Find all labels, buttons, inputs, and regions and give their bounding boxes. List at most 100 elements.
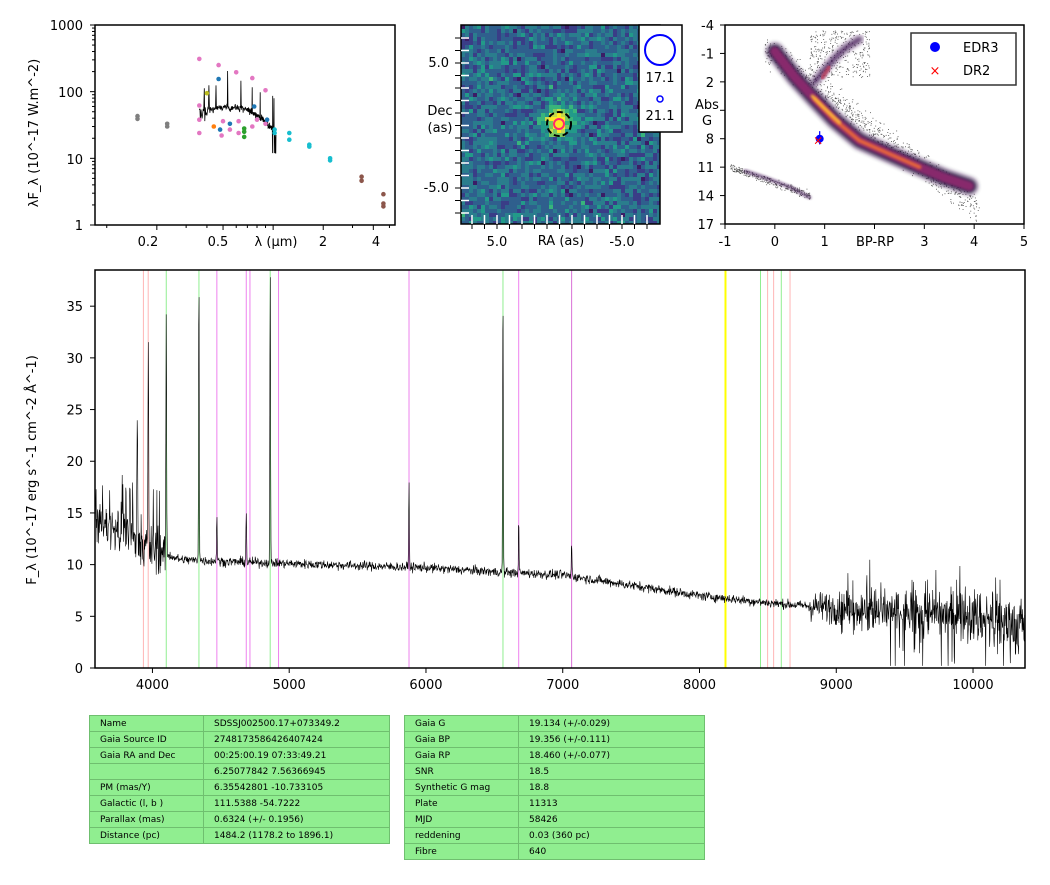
image-pixel (649, 169, 653, 173)
image-pixel (521, 157, 525, 161)
image-pixel (625, 137, 629, 141)
image-pixel (585, 49, 589, 53)
image-pixel (601, 53, 605, 57)
image-pixel (609, 85, 613, 89)
hrd-background-star (843, 105, 844, 107)
image-pixel (485, 29, 489, 33)
image-pixel (521, 161, 525, 165)
image-pixel (565, 201, 569, 205)
hrd-background-star (837, 38, 839, 40)
image-pixel (513, 161, 517, 165)
image-pixel (629, 137, 633, 141)
image-pixel (541, 173, 545, 177)
image-pixel (561, 145, 565, 149)
hrd-background-star (789, 56, 791, 58)
image-pixel (653, 157, 657, 161)
image-pixel (517, 117, 521, 121)
hrd-background-star (826, 52, 828, 54)
hrd-background-star (739, 169, 740, 171)
hrd-background-star (806, 188, 808, 190)
hrd-background-star (838, 94, 840, 95)
hrd-background-star (760, 178, 762, 180)
image-pixel (613, 105, 617, 109)
image-pixel (589, 57, 593, 61)
image-pixel (529, 41, 533, 45)
image-pixel (549, 149, 553, 153)
hrd-background-star (810, 68, 812, 70)
image-pixel (505, 33, 509, 37)
image-pixel (625, 121, 629, 125)
hrd-background-star (863, 120, 865, 122)
image-pixel (501, 117, 505, 121)
image-pixel (585, 217, 589, 221)
image-pixel (577, 49, 581, 53)
hrd-background-star (764, 180, 765, 182)
hrd-background-star (781, 45, 783, 47)
image-pixel (473, 105, 477, 109)
image-pixel (593, 201, 597, 205)
image-pixel (513, 121, 517, 125)
image-pixel (481, 145, 485, 149)
image-pixel (621, 57, 625, 61)
hrd-background-star (851, 111, 853, 113)
image-pixel (501, 85, 505, 89)
image-pixel (469, 213, 473, 217)
image-pixel (613, 41, 617, 45)
image-pixel (597, 49, 601, 53)
hrd-ytick-label: -1 (701, 47, 714, 62)
hrd-background-star (870, 124, 872, 126)
image-pixel (641, 189, 645, 193)
image-pixel (489, 125, 493, 129)
image-pixel (657, 137, 660, 141)
hrd-background-star (829, 51, 830, 52)
image-pixel (657, 133, 660, 137)
image-pixel (533, 49, 537, 53)
hrd-background-star (935, 184, 937, 186)
image-pixel (497, 213, 501, 217)
hrd-background-star (872, 133, 874, 135)
image-pixel (625, 77, 629, 81)
image-pixel (613, 193, 617, 197)
image-pixel (633, 205, 637, 209)
hrd-background-star (810, 66, 812, 67)
image-pixel (581, 109, 585, 113)
image-pixel (461, 53, 465, 57)
info-value: 0.03 (360 pc) (518, 827, 705, 844)
hrd-background-star (738, 167, 740, 169)
image-pixel (553, 113, 557, 117)
image-pixel (481, 189, 485, 193)
image-pixel (505, 217, 509, 221)
hrd-background-star (816, 49, 818, 51)
image-pixel (589, 121, 593, 125)
image-pixel (577, 165, 581, 169)
image-pixel (629, 109, 633, 113)
hrd-background-star (815, 46, 817, 47)
image-pixel (517, 65, 521, 69)
hrd-background-star (769, 181, 771, 183)
image-pixel (545, 29, 549, 33)
info-key: MJD (404, 811, 519, 828)
hrd-background-star (801, 195, 802, 196)
image-pixel (593, 93, 597, 97)
image-pixel (505, 113, 509, 117)
image-pixel (641, 177, 645, 181)
hrd-background-star (820, 91, 822, 92)
image-pixel (621, 197, 625, 201)
image-pixel (601, 149, 605, 153)
image-pixel (633, 133, 637, 137)
info-value: 18.8 (518, 779, 705, 796)
hrd-background-star (840, 100, 841, 102)
image-pixel (493, 189, 497, 193)
image-pixel (649, 133, 653, 137)
image-pixel (637, 153, 641, 157)
hrd-background-star (850, 113, 852, 115)
image-pixel (581, 105, 585, 109)
image-pixel (609, 37, 613, 41)
hrd-background-star (799, 190, 801, 192)
image-pixel (597, 81, 601, 85)
image-pixel (657, 189, 660, 193)
image-pixel (561, 57, 565, 61)
image-pixel (537, 213, 541, 217)
sed-yaxis-label: λF_λ (10^-17 W.m^-2) (27, 59, 42, 207)
hrd-background-star (845, 116, 847, 118)
